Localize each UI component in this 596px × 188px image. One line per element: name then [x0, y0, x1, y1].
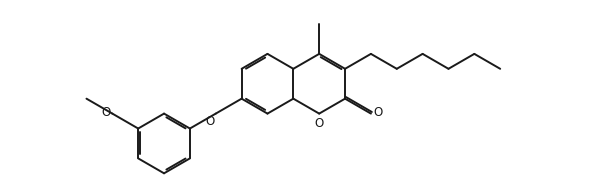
Text: O: O [315, 117, 324, 130]
Text: O: O [206, 114, 215, 127]
Text: O: O [101, 106, 110, 119]
Text: O: O [374, 106, 383, 119]
